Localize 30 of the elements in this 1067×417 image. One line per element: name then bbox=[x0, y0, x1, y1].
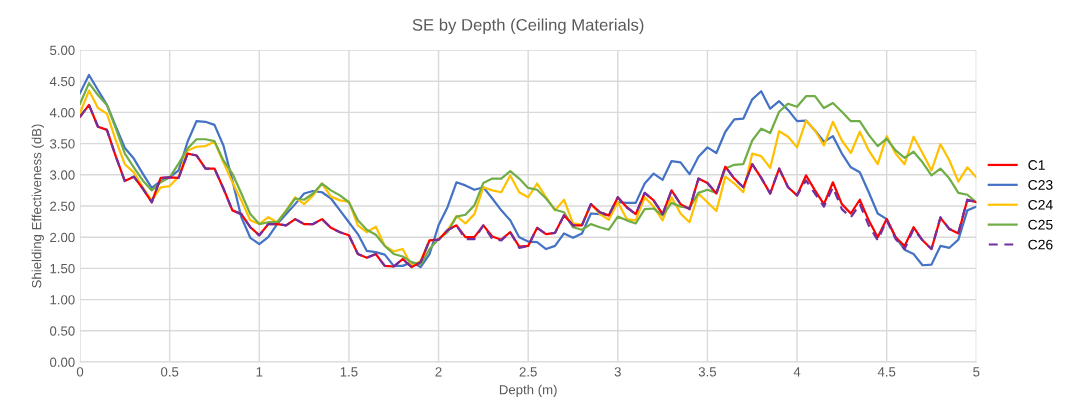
x-tick-label: 3.5 bbox=[698, 367, 717, 377]
x-tick-label: 4.5 bbox=[877, 367, 896, 377]
legend-label: C26 bbox=[1028, 239, 1053, 250]
y-axis-title: Shielding Effectiveness (dB) bbox=[31, 124, 44, 288]
chart-title: SE by Depth (Ceiling Materials) bbox=[412, 18, 644, 35]
y-tick-label: 1.50 bbox=[50, 263, 75, 274]
x-tick-label: 1.5 bbox=[340, 367, 358, 377]
x-tick-label: 1 bbox=[256, 367, 263, 377]
legend-label: C24 bbox=[1028, 199, 1053, 210]
x-tick-label: 2 bbox=[435, 367, 442, 377]
y-tick-label: 3.00 bbox=[49, 170, 75, 180]
legend-label: C25 bbox=[1028, 219, 1053, 230]
x-tick-label: 0 bbox=[76, 367, 84, 377]
x-tick-label: 3 bbox=[614, 367, 621, 377]
y-tick-label: 2.50 bbox=[50, 201, 75, 211]
x-tick-label: 4 bbox=[793, 367, 801, 377]
y-tick-label: 0.50 bbox=[50, 326, 75, 336]
y-tick-label: 2.00 bbox=[50, 232, 75, 243]
x-tick-label: 2.5 bbox=[519, 367, 537, 377]
y-tick-label: 5.00 bbox=[50, 45, 75, 55]
y-tick-label: 4.50 bbox=[49, 76, 75, 87]
x-axis-title: Depth (m) bbox=[499, 384, 557, 397]
y-tick-label: 0.00 bbox=[50, 357, 75, 367]
y-tick-label: 1.00 bbox=[50, 295, 75, 305]
x-tick-label: 5 bbox=[973, 367, 980, 377]
legend-label: C1 bbox=[1028, 160, 1045, 170]
x-tick-label: 0.5 bbox=[161, 367, 179, 377]
legend-label: C23 bbox=[1028, 180, 1053, 190]
y-tick-label: 4.00 bbox=[49, 107, 75, 118]
y-tick-label: 3.50 bbox=[49, 139, 75, 149]
